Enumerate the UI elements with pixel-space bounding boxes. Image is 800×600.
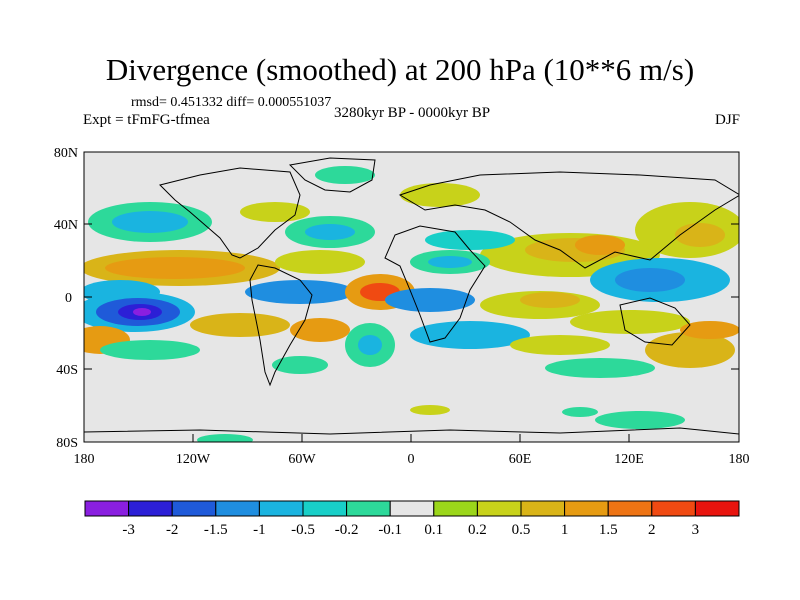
colorbar-swatch	[84, 500, 130, 517]
colorbar-label: -1	[253, 522, 266, 538]
coastlines	[84, 157, 739, 435]
colorbar-swatch	[607, 500, 653, 517]
season-label: DJF	[714, 112, 740, 128]
colorbar-swatch	[694, 500, 740, 517]
colorbar-label: 0.5	[512, 522, 531, 538]
lon-label: 0	[408, 452, 415, 467]
lat-label: 40S	[56, 363, 78, 378]
lon-label: 60E	[509, 452, 532, 467]
colorbar-label: 0.1	[424, 522, 443, 538]
map-title: Divergence (smoothed) at 200 hPa (10**6 …	[105, 52, 695, 87]
lon-label: 120W	[176, 452, 211, 467]
colorbar-label: 1	[561, 522, 569, 538]
lat-label: 40N	[54, 218, 78, 233]
divergence-field	[84, 152, 739, 442]
lon-tick-marks	[83, 434, 740, 442]
colorbar-swatch	[389, 500, 435, 517]
lon-label: 180	[74, 452, 95, 467]
colorbar-swatch	[258, 500, 304, 517]
colorbar-labels: -3 -2 -1.5 -1 -0.5 -0.2 -0.1 0.1 0.2 0.5 1 1.5 2 3	[122, 522, 699, 538]
lat-labels: 80N 40N 0 40S 80S	[54, 146, 78, 451]
colorbar-swatch	[520, 500, 566, 517]
colorbar-label: -0.2	[335, 522, 359, 538]
colorbar-swatch	[215, 500, 260, 517]
colorbar-label: -3	[122, 522, 135, 538]
colorbar-label: 3	[692, 522, 700, 538]
lon-label: 120E	[614, 452, 644, 467]
colorbar-label: -2	[166, 522, 179, 538]
colorbar-label: 0.2	[468, 522, 487, 538]
colorbar-swatch	[564, 500, 609, 517]
lat-label: 80N	[54, 146, 78, 161]
colorbar-swatch	[302, 500, 348, 517]
colorbar-swatch	[476, 500, 522, 517]
colorbar-label: -0.5	[291, 522, 315, 538]
colorbar-swatch	[346, 500, 391, 517]
lon-label: 60W	[288, 452, 316, 467]
colorbar-label: -1.5	[204, 522, 228, 538]
period-label: 3280kyr BP - 0000kyr BP	[333, 105, 491, 121]
lon-label: 180	[729, 452, 750, 467]
lat-label: 0	[65, 291, 72, 306]
lat-tick-marks	[84, 151, 739, 443]
colorbar-swatch	[171, 500, 217, 517]
colorbar-label: 1.5	[599, 522, 618, 538]
stats-line: rmsd= 0.451332 diff= 0.000551037	[131, 95, 332, 110]
lon-labels: 180 120W 60W 0 60E 120E 180	[74, 452, 750, 467]
colorbar-swatch	[651, 500, 696, 517]
colorbar-label: -0.1	[378, 522, 402, 538]
colorbar-swatch	[128, 500, 173, 517]
lat-label: 80S	[56, 436, 78, 451]
colorbar-label: 2	[648, 522, 656, 538]
colorbar-swatch	[433, 500, 478, 517]
colorbar	[84, 500, 740, 517]
experiment-label: Expt = tFmFG-tfmea	[83, 112, 210, 128]
